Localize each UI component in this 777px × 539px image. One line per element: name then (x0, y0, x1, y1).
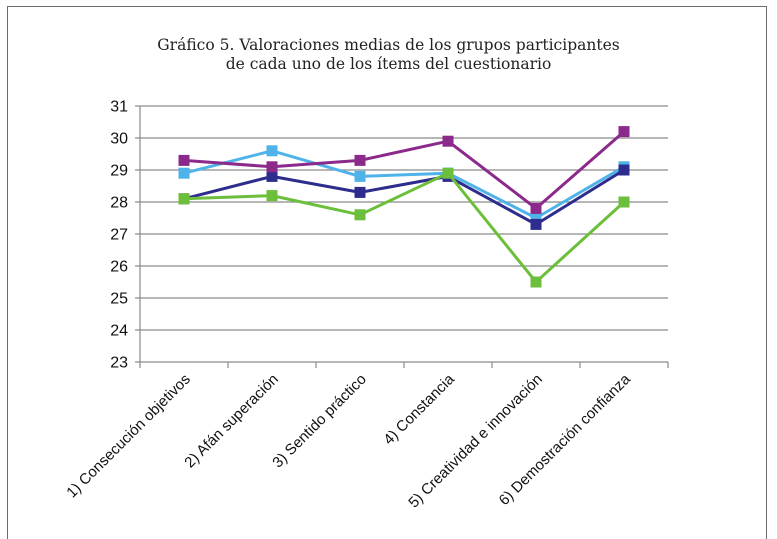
series-lines (178, 126, 630, 288)
y-tick-label: 23 (110, 355, 128, 372)
y-tick-label: 31 (110, 99, 128, 116)
x-category-label: 1) Consecución objetivos (63, 371, 194, 502)
data-point-series-1 (178, 167, 190, 179)
series-line-1 (183, 149, 625, 220)
chart-title: Gráfico 5. Valoraciones medias de los gr… (0, 36, 777, 74)
data-point-series-4 (442, 167, 454, 179)
data-point-series-4 (530, 276, 542, 288)
data-point-series-4 (266, 190, 278, 202)
data-point-series-3 (178, 154, 190, 166)
data-point-series-2 (618, 164, 630, 176)
data-point-series-2 (354, 186, 366, 198)
data-point-series-2 (530, 218, 542, 230)
data-point-series-4 (178, 193, 190, 205)
series-line-2 (183, 168, 625, 226)
y-tick-label: 27 (110, 227, 128, 244)
series-line-3 (183, 130, 625, 210)
x-category-label: 2) Afán superación (181, 371, 281, 471)
y-tick-label: 28 (110, 195, 128, 212)
data-point-series-3 (442, 135, 454, 147)
data-point-series-1 (530, 212, 542, 224)
gridlines (140, 105, 668, 331)
y-tick-label: 29 (110, 163, 128, 180)
data-point-series-1 (266, 145, 278, 157)
data-point-series-4 (618, 196, 630, 208)
data-point-series-3 (266, 161, 278, 173)
data-point-series-3 (530, 202, 542, 214)
chart-title-line-2: de cada uno de los ítems del cuestionari… (225, 55, 552, 73)
data-point-series-1 (354, 170, 366, 182)
y-tick-label: 26 (110, 259, 128, 276)
series-line-4 (183, 171, 626, 284)
data-point-series-4 (354, 209, 366, 221)
x-category-label: 3) Sentido práctico (269, 371, 369, 471)
y-tick-label: 25 (110, 291, 128, 308)
figure-frame (7, 6, 767, 539)
data-point-series-3 (354, 154, 366, 166)
data-point-series-3 (618, 126, 630, 138)
chart-title-line-1: Gráfico 5. Valoraciones medias de los gr… (157, 36, 620, 54)
y-tick-label: 30 (110, 131, 128, 148)
y-tick-label: 24 (110, 323, 128, 340)
x-category-label: 4) Constancia (380, 370, 458, 448)
data-point-series-2 (266, 170, 278, 182)
axes (135, 105, 669, 368)
